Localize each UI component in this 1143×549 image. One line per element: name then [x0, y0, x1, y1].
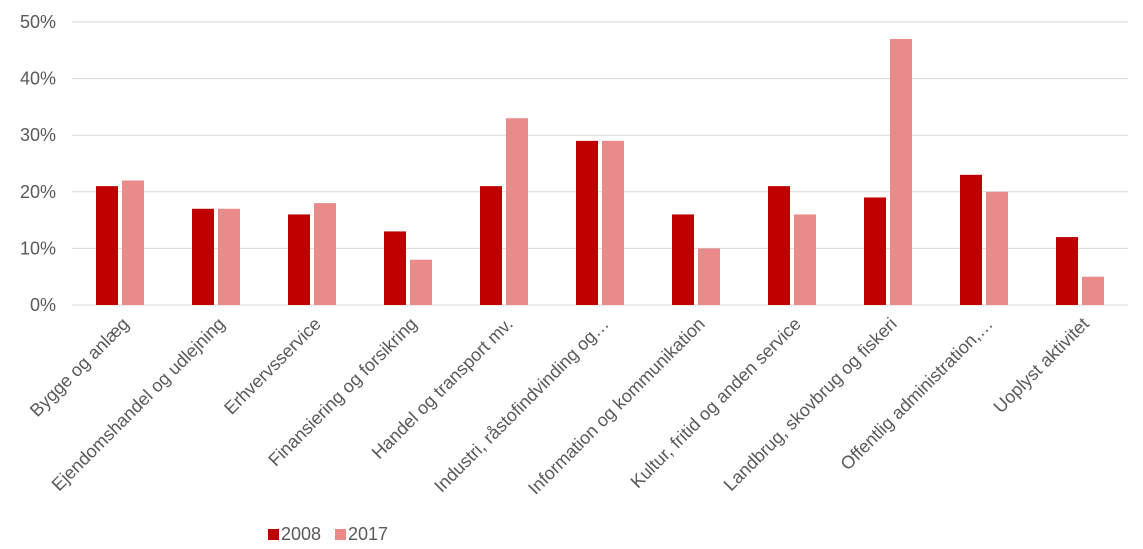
- x-category-label: Information og kommunikation: [524, 314, 709, 499]
- bar-2017: [698, 248, 720, 305]
- x-category-label: Bygge og anlæg: [26, 314, 133, 421]
- x-category-label: Erhvervsservice: [220, 314, 325, 419]
- bar-2008: [480, 186, 502, 305]
- bar-2008: [864, 197, 886, 305]
- bar-2017: [506, 118, 528, 305]
- legend-label: 2008: [281, 524, 321, 544]
- y-tick-label: 30%: [20, 125, 56, 145]
- gridlines: [72, 21, 1128, 306]
- legend-swatch: [268, 529, 279, 540]
- legend: 2008 2017: [268, 524, 388, 544]
- y-tick-label: 50%: [20, 12, 56, 32]
- x-category-label: Kultur, fritid og anden service: [627, 314, 805, 492]
- bar-2017: [986, 191, 1008, 305]
- y-axis-tick-labels: 0% 10% 20% 30% 40% 50%: [20, 12, 56, 315]
- bar-2008: [960, 174, 982, 305]
- legend-swatch: [335, 529, 346, 540]
- x-category-label: Offentlig administration,…: [836, 314, 996, 474]
- bar-2017: [794, 214, 816, 305]
- bar-2008: [1056, 237, 1078, 305]
- x-category-label: Ejendomshandel og udlejning: [48, 314, 229, 495]
- x-category-label: Landbrug, skovbrug og fiskeri: [720, 314, 901, 495]
- bar-2008: [768, 186, 790, 305]
- bar-2017: [1082, 276, 1104, 305]
- x-category-label: Industri, råstofindvinding og…: [430, 314, 613, 497]
- bars: [96, 38, 1104, 305]
- bar-2008: [576, 140, 598, 305]
- legend-label: 2017: [348, 524, 388, 544]
- y-tick-label: 20%: [20, 182, 56, 202]
- bar-2017: [890, 38, 912, 305]
- bar-2017: [218, 208, 240, 305]
- bar-2008: [384, 231, 406, 305]
- bar-2017: [314, 203, 336, 305]
- bar-2008: [288, 214, 310, 305]
- bar-2008: [96, 186, 118, 305]
- x-category-label: Uoplyst aktivitet: [990, 314, 1093, 417]
- y-tick-label: 40%: [20, 69, 56, 89]
- y-tick-label: 10%: [20, 238, 56, 258]
- bar-2017: [122, 180, 144, 305]
- bar-2008: [672, 214, 694, 305]
- bar-2017: [602, 140, 624, 305]
- bar-2017: [410, 259, 432, 305]
- bar-2008: [192, 208, 214, 305]
- y-tick-label: 0%: [30, 295, 56, 315]
